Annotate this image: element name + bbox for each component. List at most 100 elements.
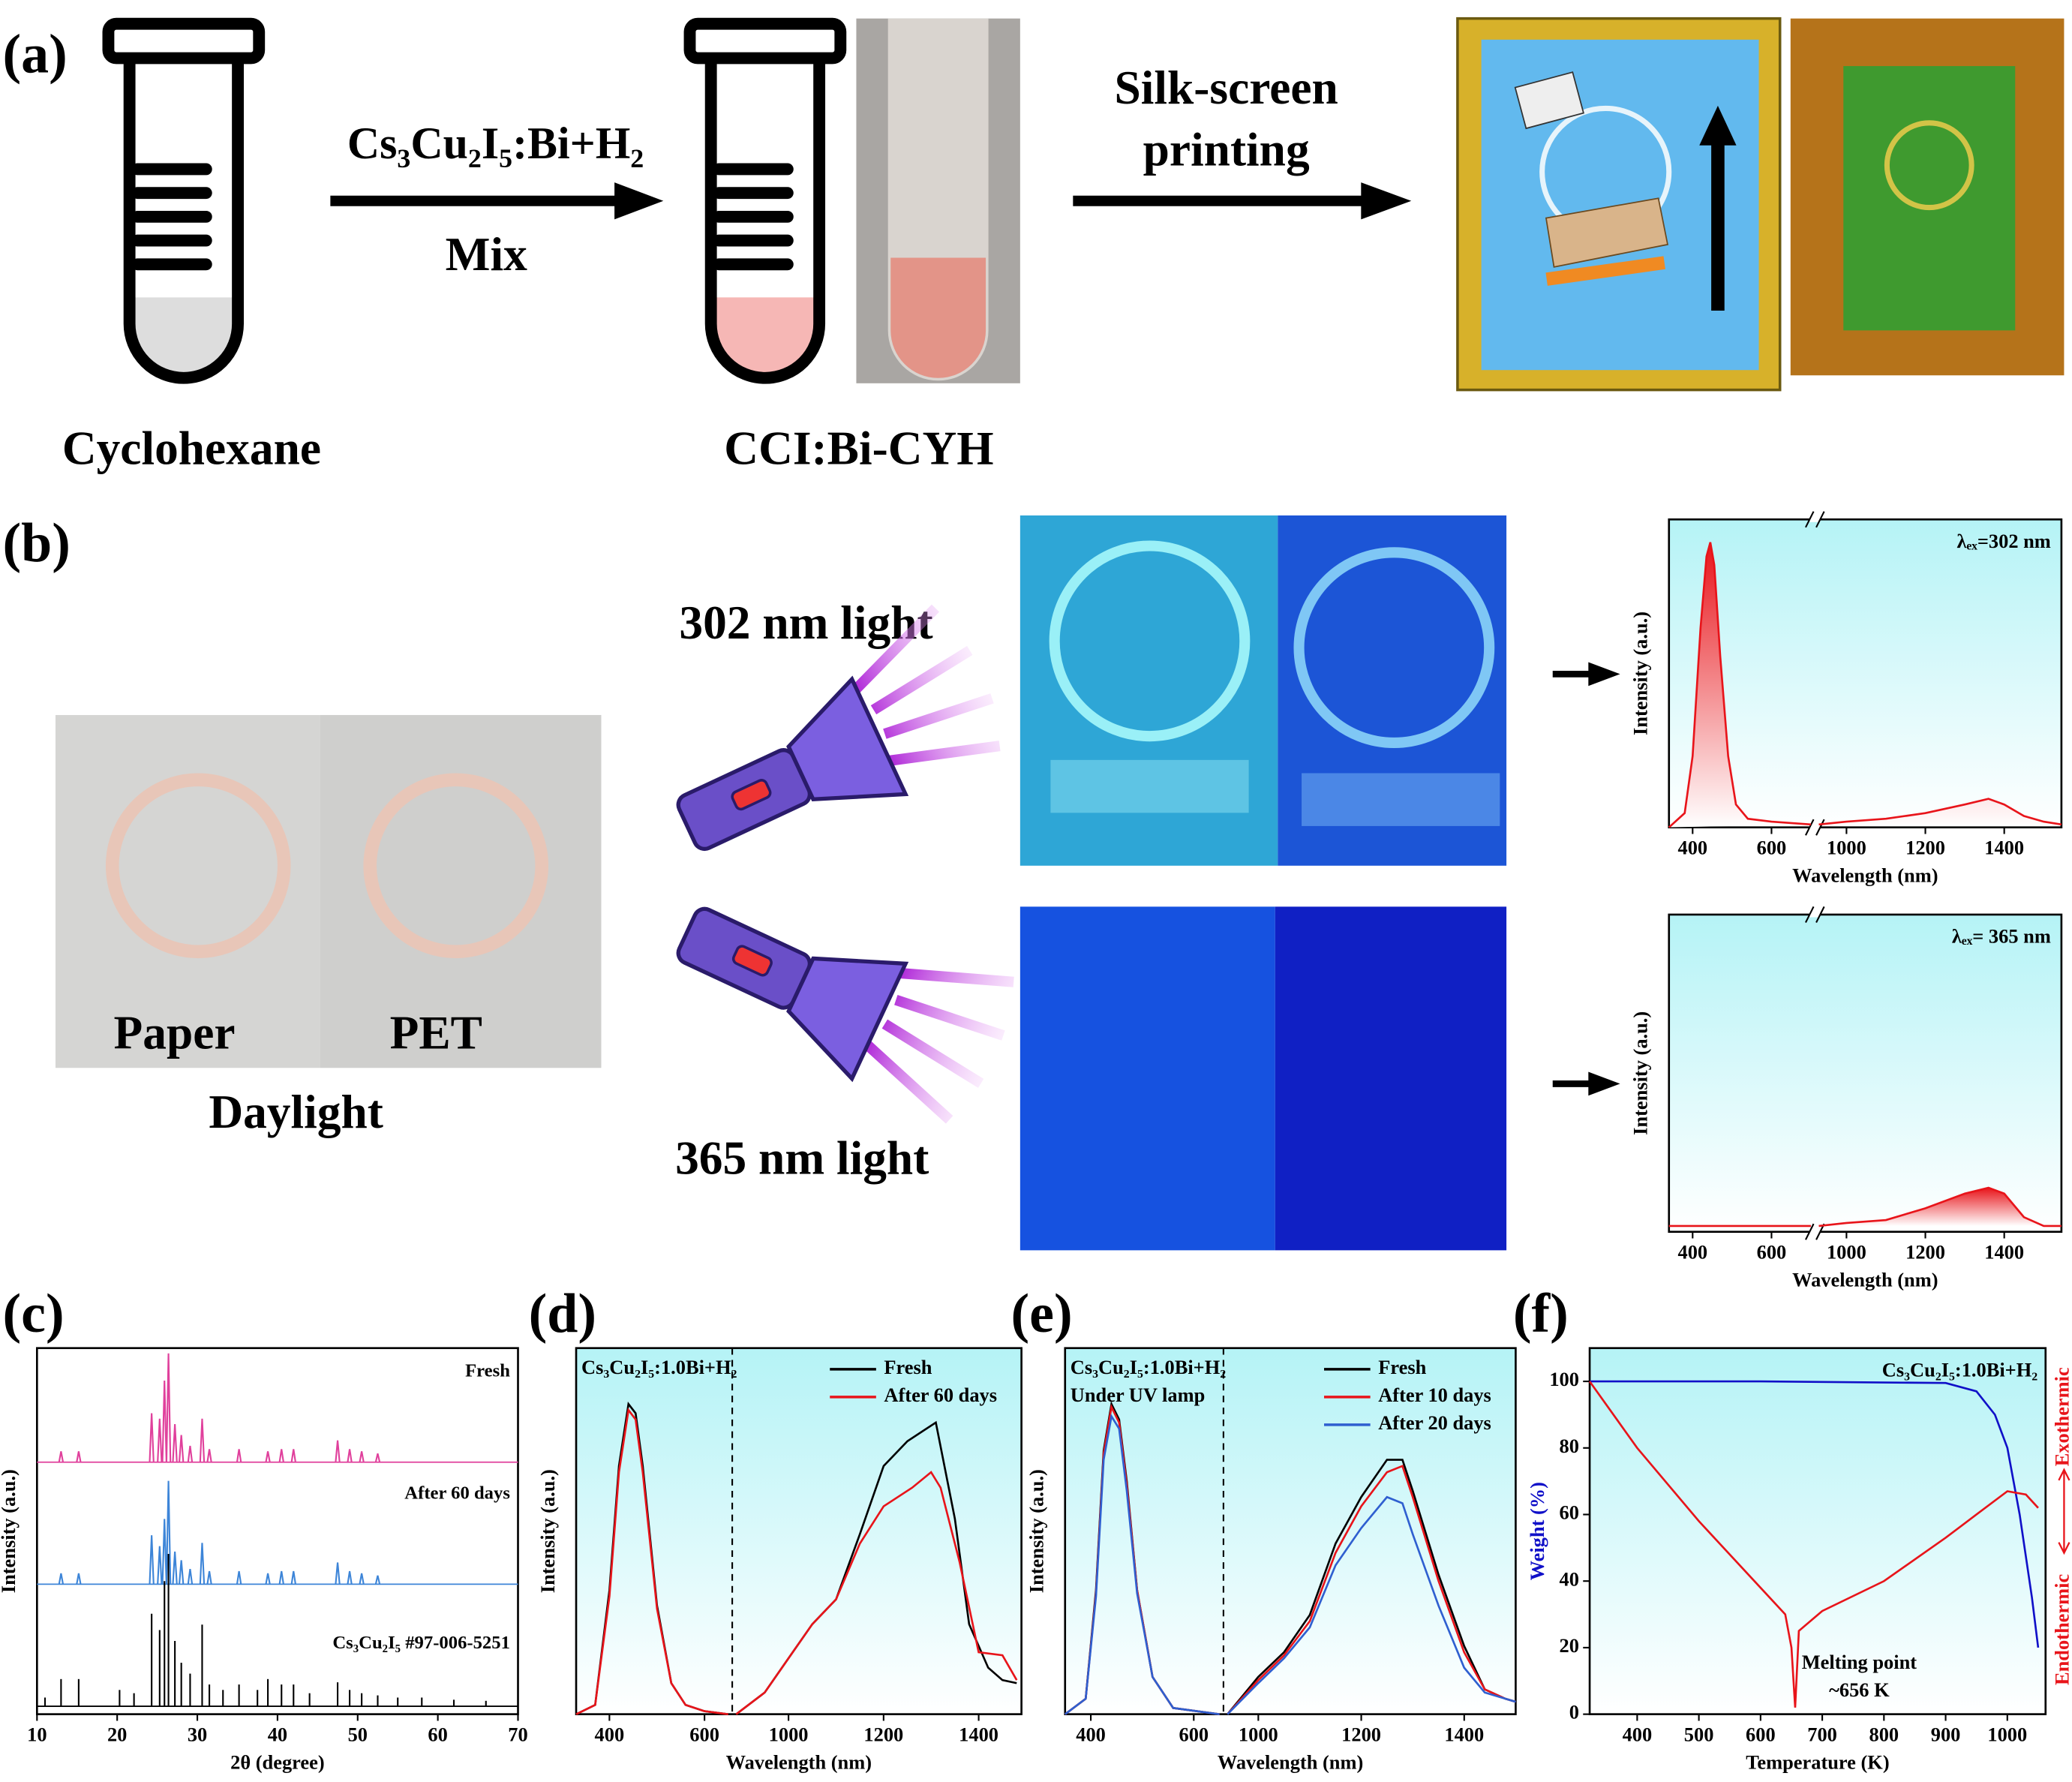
x-axis-label: Wavelength (nm): [1218, 1751, 1363, 1774]
legend-label: After 60 days: [884, 1384, 997, 1406]
diffraction-peak: [76, 1573, 82, 1585]
x-tick-label: 1000: [769, 1723, 809, 1746]
x-tick-label: 500: [1684, 1723, 1714, 1746]
diffraction-peak: [206, 1449, 212, 1462]
legend-label: Fresh: [884, 1356, 932, 1378]
axis-break: [1805, 511, 1825, 528]
diffraction-peak: [157, 1418, 163, 1462]
series-label: Cs₃Cu₂I₅ #97-006-5251: [332, 1633, 510, 1653]
x-axis-label: Temperature (K): [1746, 1751, 1889, 1774]
arrowhead: [1588, 1071, 1620, 1096]
x-tick-label: 1200: [1905, 1241, 1945, 1264]
panel-label: (f): [1513, 1283, 1569, 1345]
annotation: Under UV lamp: [1071, 1384, 1205, 1406]
caption: CCI:Bi-CYH: [724, 422, 993, 475]
panel-label: (e): [1011, 1283, 1073, 1345]
diffraction-peak: [290, 1570, 296, 1585]
annotation: Cs₃Cu₂I₅:1.0Bi+H₂: [581, 1356, 737, 1378]
y-axis-label: Intensity (a.u.): [1025, 1469, 1048, 1593]
series-line: [1590, 1380, 2040, 1648]
x-tick-label: 40: [268, 1723, 287, 1746]
diffraction-peak: [199, 1543, 206, 1585]
axis-break: [1809, 912, 1821, 918]
panel-label: (d): [529, 1283, 596, 1345]
x-tick-label: 400: [1677, 1241, 1707, 1264]
series-label: After 60 days: [404, 1483, 510, 1503]
x-axis-label: 2θ (degree): [230, 1751, 324, 1774]
tube-icon: [102, 17, 266, 384]
diffraction-peak: [347, 1449, 353, 1462]
y-tick-label: 20: [1560, 1634, 1579, 1657]
y-tick-label: 40: [1560, 1567, 1579, 1590]
annotation: Cs₃Cu₂I₅:1.0Bi+H₂: [1071, 1356, 1226, 1378]
legend-label: After 20 days: [1378, 1411, 1491, 1434]
diffraction-peak: [187, 1568, 194, 1585]
x-axis-label: Wavelength (nm): [1792, 864, 1938, 887]
series-line: [575, 1408, 1018, 1715]
x-tick-label: 600: [689, 1723, 719, 1746]
flashlight-icon: [676, 906, 1014, 1124]
axis-break: [1805, 906, 1825, 923]
legend-label: After 10 days: [1378, 1384, 1491, 1406]
plot-frame: [1668, 913, 2063, 1234]
annotation: ~656 K: [1829, 1678, 1890, 1701]
x-tick-label: 600: [1757, 837, 1787, 859]
light-label: 365 nm light: [675, 1131, 929, 1185]
annotation: Melting point: [1802, 1651, 1917, 1673]
plot-background: [1065, 1348, 1516, 1714]
x-tick-label: 1000: [1827, 1241, 1866, 1264]
diffraction-peak: [374, 1453, 381, 1463]
x-tick-label: 800: [1869, 1723, 1899, 1746]
diffraction-peak: [187, 1445, 194, 1462]
diffraction-peak: [76, 1451, 82, 1462]
diffraction-peak: [165, 1353, 172, 1462]
y-tick-label: 60: [1560, 1501, 1579, 1524]
y-axis-label: Weight (%): [1526, 1482, 1548, 1580]
panel-label: (a): [3, 23, 68, 85]
panel-label: (b): [3, 512, 71, 574]
reagent: Cs₃Cu₂I₅:Bi+H₂: [347, 119, 644, 168]
step-label: printing: [1143, 123, 1310, 176]
x-tick-label: 1400: [1444, 1723, 1484, 1746]
plot-frame: [1064, 1347, 1517, 1715]
legend-label: Fresh: [1378, 1356, 1426, 1378]
step-label: Silk-screen: [1115, 61, 1338, 114]
axis-break: [1809, 825, 1821, 831]
x-tick-label: 60: [428, 1723, 447, 1746]
diffraction-peak: [172, 1423, 178, 1462]
plot-background: [1590, 1348, 2046, 1714]
x-tick-label: 600: [1179, 1723, 1209, 1746]
substrate-label: Paper: [114, 1005, 236, 1059]
y2-arrow: [2058, 1468, 2070, 1555]
x-tick-label: 20: [107, 1723, 127, 1746]
x-tick-label: 400: [1677, 837, 1707, 859]
axis-break: [1809, 516, 1821, 522]
x-tick-label: 900: [1931, 1723, 1961, 1746]
tube-photo: [856, 18, 1020, 383]
silk-screen-diagram: [1456, 17, 1782, 392]
diffraction-peak: [335, 1562, 341, 1585]
x-tick-label: 1000: [1239, 1723, 1278, 1746]
diffraction-peak: [236, 1570, 242, 1585]
x-tick-label: 1200: [863, 1723, 903, 1746]
plot-frame: [36, 1347, 519, 1715]
tube-icon: [683, 17, 847, 384]
x-tick-label: 1400: [959, 1723, 998, 1746]
diffraction-peak: [149, 1535, 155, 1585]
diffraction-peak: [265, 1451, 271, 1462]
diffraction-peak: [359, 1573, 365, 1585]
x-tick-label: 10: [27, 1723, 47, 1746]
x-tick-label: 1400: [1984, 837, 2024, 859]
panel-label: (c): [3, 1283, 65, 1345]
x-tick-label: 70: [508, 1723, 527, 1746]
daylight-photo: [55, 714, 602, 1068]
series-line: [1668, 1186, 2061, 1228]
plot-frame: [575, 1347, 1022, 1715]
y-axis-label: Intensity (a.u.): [0, 1469, 20, 1593]
plot-background: [1668, 914, 2061, 1232]
x-tick-label: 400: [1076, 1723, 1106, 1746]
caption: Cyclohexane: [62, 422, 321, 475]
diffraction-peak: [58, 1451, 65, 1462]
